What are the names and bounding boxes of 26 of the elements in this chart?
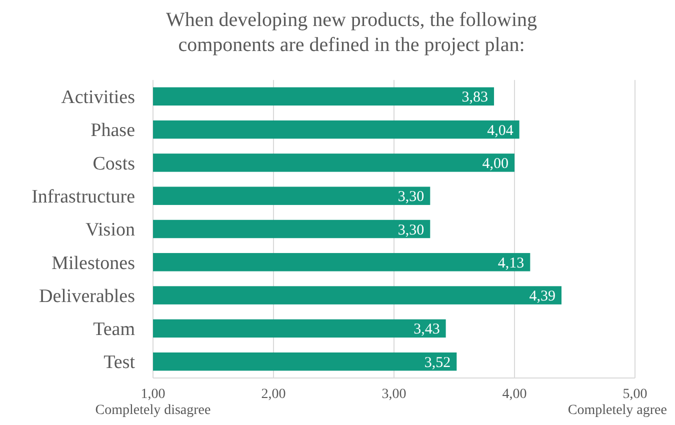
x-tick-label: 2,00 (261, 387, 286, 402)
chart-title: When developing new products, the following components are defined in the project plan: (166, 9, 538, 56)
data-label: 4,04 (487, 122, 514, 139)
x-tick-label: 3,00 (382, 387, 406, 402)
y-tick-label: Test (104, 352, 136, 374)
data-label: 3,52 (424, 354, 451, 371)
data-label: 3,30 (398, 189, 424, 206)
x-tick-label: 4,00 (502, 387, 527, 402)
y-tick-label: Milestones (52, 252, 135, 274)
data-label: 3,30 (398, 222, 424, 238)
x-tick-label: 1,00 (140, 387, 166, 402)
data-label: 4,13 (498, 255, 524, 272)
data-label: 3,83 (462, 90, 488, 106)
y-tick-label: Costs (92, 153, 135, 174)
x-tick-label: 5,00 (622, 387, 648, 402)
y-tick-label: Infrastructure (32, 186, 135, 208)
text: Completely agree (568, 403, 667, 418)
y-tick-label: Vision (85, 220, 136, 241)
text: Completely disagree (95, 403, 211, 418)
data-label: 3,43 (414, 322, 440, 338)
data-label: 4,00 (482, 156, 508, 172)
y-tick-label: Team (93, 319, 136, 340)
y-tick-label: Deliverables (38, 286, 135, 307)
y-tick-label: Activities (61, 87, 135, 108)
data-label: 4,39 (529, 288, 556, 305)
y-tick-label: Phase (90, 120, 135, 142)
